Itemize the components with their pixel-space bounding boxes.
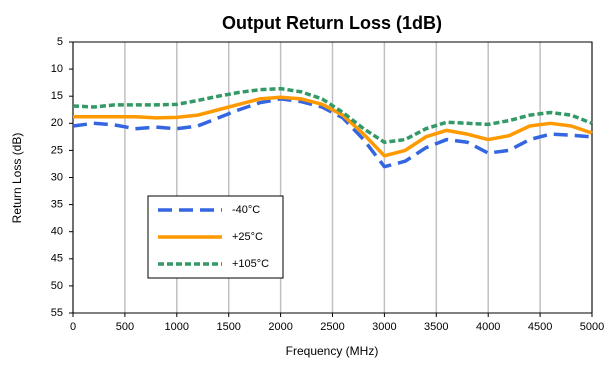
- x-tick-label: 1000: [165, 321, 189, 333]
- y-tick-label: 55: [51, 307, 63, 319]
- series-line: [72, 97, 593, 169]
- x-tick-label: 1500: [216, 321, 240, 333]
- y-tick-label: 25: [51, 144, 63, 156]
- x-axis-title: Frequency (MHz): [286, 344, 379, 358]
- x-tick-label: 3500: [424, 321, 448, 333]
- y-tick-label: 50: [51, 280, 63, 292]
- y-tick-label: 30: [51, 171, 63, 183]
- x-tick-label: 2000: [268, 321, 292, 333]
- legend: -40°C +25°C +105°C: [147, 195, 284, 279]
- legend-label: +105°C: [232, 258, 269, 270]
- y-tick-label: 40: [51, 226, 63, 238]
- legend-label: -40°C: [232, 204, 260, 216]
- y-tick-label: 10: [51, 63, 63, 75]
- x-tick-label: 3000: [372, 321, 396, 333]
- y-tick-label: 20: [51, 117, 63, 129]
- y-tick-label: 15: [51, 90, 63, 102]
- x-tick-label: 0: [70, 321, 76, 333]
- x-tick-label: 5000: [580, 321, 604, 333]
- y-tick-label: 35: [51, 199, 63, 211]
- series-line: [73, 95, 593, 158]
- x-tick-label: 500: [116, 321, 134, 333]
- series-line: [72, 86, 593, 145]
- chart-title: Output Return Loss (1dB): [222, 13, 442, 33]
- x-tick-label: 4000: [476, 321, 500, 333]
- y-axis-title: Return Loss (dB): [10, 133, 24, 224]
- plot-border: [72, 41, 593, 314]
- x-tick-label: 4500: [528, 321, 552, 333]
- y-tick-label: 45: [51, 253, 63, 265]
- x-tick-label: 2500: [320, 321, 344, 333]
- legend-label: +25°C: [232, 231, 263, 243]
- y-tick-label: 5: [57, 36, 63, 48]
